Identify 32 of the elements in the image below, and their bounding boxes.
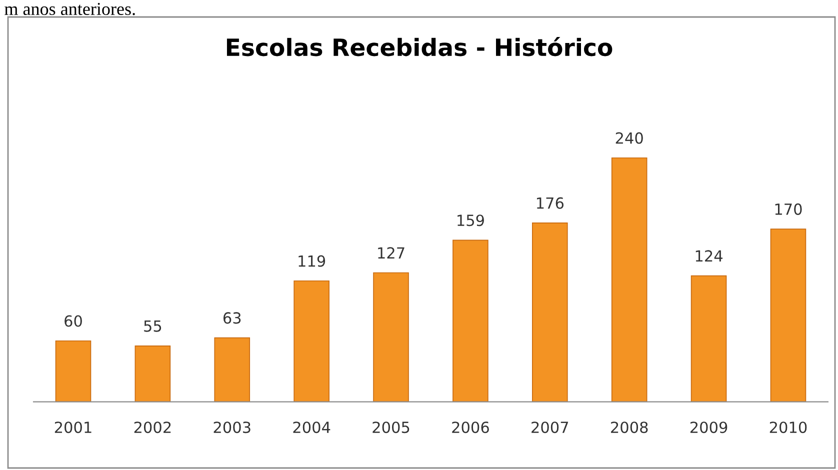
chart-title: Escolas Recebidas - Histórico [226, 36, 612, 56]
bar [532, 222, 568, 402]
data-label: 55 [144, 320, 162, 332]
bar [611, 157, 648, 402]
data-label: 159 [458, 214, 484, 226]
x-tick-label: 2001 [54, 422, 92, 434]
x-tick-label: 2007 [532, 422, 568, 434]
x-tick-label: 2004 [293, 422, 330, 434]
x-tick-label: 2008 [611, 422, 648, 434]
data-label: 124 [696, 250, 723, 262]
text: m anos anteriores. [4, 2, 135, 16]
data-label: 176 [536, 197, 564, 209]
bar [214, 337, 250, 402]
data-label: 240 [616, 132, 643, 144]
data-label: 170 [775, 203, 802, 215]
bar [373, 272, 409, 402]
data-label: 60 [64, 315, 82, 327]
data-label: 119 [298, 255, 326, 267]
bar [770, 228, 806, 402]
bar [55, 340, 92, 402]
x-tick-label: 2002 [134, 422, 171, 434]
data-label: 63 [223, 312, 241, 324]
bar [452, 240, 488, 402]
x-tick-label: 2009 [690, 422, 728, 434]
x-tick-label: 2003 [214, 422, 250, 434]
x-tick-label: 2005 [372, 422, 410, 434]
x-tick-label: 2010 [770, 422, 807, 434]
bar [134, 346, 171, 402]
bar [294, 280, 330, 402]
x-tick-label: 2006 [452, 422, 489, 434]
bar [690, 275, 727, 402]
data-label: 127 [378, 247, 404, 258]
